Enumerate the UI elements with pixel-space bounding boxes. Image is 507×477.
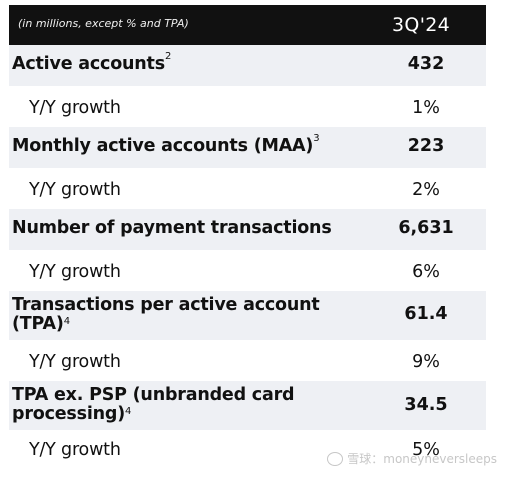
row-label: Y/Y growth [29,180,121,200]
row-value: 6% [412,262,440,282]
row-label: Monthly active accounts (MAA)3 [12,133,320,156]
table-row-maa: Monthly active accounts (MAA)3 223 [9,127,486,168]
units-caption: (in millions, except % and TPA) [18,17,189,30]
row-label: TPA ex. PSP (unbranded card processing)4 [12,385,295,424]
row-label: Y/Y growth [29,352,121,372]
row-value: 432 [407,54,445,74]
row-value: 223 [407,136,445,156]
table-row-tpa-ex-psp: TPA ex. PSP (unbranded card processing)4 … [9,381,486,430]
table-row-payment-transactions: Number of payment transactions 6,631 [9,209,486,250]
row-value: 2% [412,180,440,200]
table-row-yy-growth: Y/Y growth 9% [9,340,486,381]
row-label: Number of payment transactions [12,218,332,238]
row-label: Y/Y growth [29,262,121,282]
footnote-marker: 4 [125,406,132,417]
row-value: 1% [412,98,440,118]
watermark-text: 雪球：moneyneversleeps [347,452,497,466]
footnote-marker: 2 [164,51,172,62]
watermark: 雪球：moneyneversleeps [327,450,497,467]
footnote-marker: 4 [63,316,70,327]
row-value: 6,631 [398,218,454,238]
row-value: 5% [412,440,440,460]
row-label: Transactions per active account (TPA)4 [12,295,320,334]
period-header: 3Q'24 [392,14,450,36]
row-label: Active accounts2 [12,51,172,74]
table-row-active-accounts: Active accounts2 432 [9,45,486,86]
row-label: Y/Y growth [29,98,121,118]
row-value: 9% [412,352,440,372]
footnote-marker: 3 [313,133,320,144]
row-label: Y/Y growth [29,440,121,460]
row-value: 61.4 [404,304,448,324]
table-row-yy-growth: Y/Y growth 6% [9,250,486,291]
row-value: 34.5 [404,395,448,415]
table-row-yy-growth: Y/Y growth 5% [9,430,486,471]
snowball-logo-icon [327,451,344,466]
table-row-yy-growth: Y/Y growth 2% [9,168,486,209]
table-row-yy-growth: Y/Y growth 1% [9,86,486,127]
table-row-tpa: Transactions per active account (TPA)4 61… [9,291,486,340]
table-header: (in millions, except % and TPA) 3Q'24 [9,5,486,45]
metrics-table: (in millions, except % and TPA) 3Q'24 Ac… [9,5,486,471]
